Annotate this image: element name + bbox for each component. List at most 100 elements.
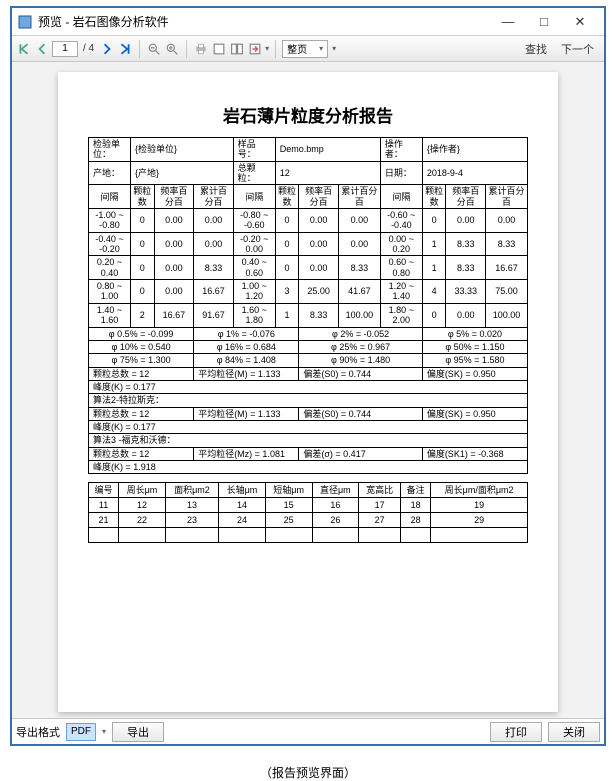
sum-cell: 17 [359,498,401,513]
phi-cell: φ 10% = 0.540 [89,340,194,353]
sum-head-cell: 短轴μm [265,483,312,498]
data-cell: 0.00 [338,209,380,233]
data-cell: 1.20 ~ 1.40 [380,280,422,304]
export-format-label: 导出格式 [16,724,60,740]
stat-cell: 偏差(S0) = 0.744 [299,367,422,380]
phi-cell: φ 84% = 1.408 [194,354,299,367]
sum-cell: 29 [431,513,528,528]
preview-window: 预览 - 岩石图像分析软件 — □ ✕ / 4 ▾ 整页 ▾ ▾ 查找 下一个 [10,6,606,746]
method3-label: 算法3 -福克和沃德： [89,434,528,447]
page-number-input[interactable] [52,41,78,57]
find-link[interactable]: 查找 [519,41,553,57]
zoom-out-icon[interactable] [146,41,162,57]
sum-cell: 12 [119,498,166,513]
data-cell: -0.60 ~ -0.40 [380,209,422,233]
dropdown-arrow-icon[interactable]: ▾ [102,727,106,736]
dropdown-arrow-icon[interactable]: ▾ [265,44,269,53]
close-button[interactable]: 关闭 [548,722,600,742]
col-a: 间隔 [89,185,131,209]
summary-table: 编号周长μm面积μm2长轴μm短轴μm直径μm宽高比备注周长μm/面积μm2 1… [88,482,528,543]
next-page-icon[interactable] [99,41,115,57]
data-cell: 0.00 [194,209,234,233]
export-icon[interactable] [247,41,263,57]
data-cell: 8.33 [338,256,380,280]
sum-cell [312,528,359,543]
data-cell: 0 [130,232,154,256]
hdr-label: 日期： [380,161,422,185]
hdr-val: {检验单位} [130,138,233,162]
export-format-combo[interactable]: PDF [66,723,96,741]
maximize-button[interactable]: □ [526,11,562,33]
stat-cell: 平均粒径(M) = 1.133 [194,367,299,380]
page-layout-icon-a[interactable] [211,41,227,57]
data-cell: 16.67 [194,280,234,304]
col-b: 颗粒数 [275,185,299,209]
data-cell: 0.20 ~ 0.40 [89,256,131,280]
report-title: 岩石薄片粒度分析报告 [88,102,528,127]
window-title: 预览 - 岩石图像分析软件 [38,13,490,30]
data-cell: 2 [130,303,154,327]
data-cell: 4 [422,280,446,304]
col-d: 累计百分百 [194,185,234,209]
zoom-combo[interactable]: 整页 ▾ [282,40,328,58]
phi-cell: φ 25% = 0.967 [299,340,422,353]
data-cell: 33.33 [446,280,486,304]
export-button[interactable]: 导出 [112,722,164,742]
phi-cell: φ 0.5% = -0.099 [89,327,194,340]
data-cell: 0 [422,209,446,233]
stat-cell: 偏差(σ) = 0.417 [299,447,422,460]
col-c: 频率百分百 [154,185,194,209]
hdr-val: 12 [275,161,380,185]
data-cell: 0.00 [446,303,486,327]
data-cell: 100.00 [486,303,528,327]
data-cell: 0 [275,209,299,233]
header-table: 检验单位： {检验单位} 样品号： Demo.bmp 操作者： {操作者} 产地… [88,137,528,474]
sum-cell: 26 [312,513,359,528]
method2-label: 算法2-特拉斯克： [89,394,528,407]
data-cell: 8.33 [299,303,339,327]
phi-cell: φ 2% = -0.052 [299,327,422,340]
sum-head-cell: 编号 [89,483,119,498]
data-cell: 0.00 [154,280,194,304]
prev-page-icon[interactable] [34,41,50,57]
data-cell: 0.60 ~ 0.80 [380,256,422,280]
minimize-button[interactable]: — [490,11,526,33]
data-cell: 0.00 [154,232,194,256]
data-cell: 0.00 [194,232,234,256]
sum-cell [89,528,119,543]
last-page-icon[interactable] [117,41,133,57]
data-cell: 16.67 [154,303,194,327]
sum-cell: 24 [219,513,266,528]
data-cell: 0.00 [299,232,339,256]
print-icon[interactable] [193,41,209,57]
next-link[interactable]: 下一个 [555,41,600,57]
first-page-icon[interactable] [16,41,32,57]
separator [139,40,140,58]
col-c: 频率百分百 [446,185,486,209]
data-cell: 75.00 [486,280,528,304]
sum-cell [265,528,312,543]
col-a: 间隔 [233,185,275,209]
close-window-button[interactable]: ✕ [562,11,598,33]
zoom-in-icon[interactable] [164,41,180,57]
phi-cell: φ 95% = 1.580 [422,354,527,367]
sum-cell [119,528,166,543]
sum-cell: 28 [401,513,431,528]
phi-cell: φ 50% = 1.150 [422,340,527,353]
chevron-down-icon: ▾ [319,44,323,53]
preview-canvas: 岩石薄片粒度分析报告 检验单位： {检验单位} 样品号： Demo.bmp 操作… [12,62,604,718]
sum-head-cell: 周长μm/面积μm2 [431,483,528,498]
sum-head-cell: 直径μm [312,483,359,498]
page-layout-icon-b[interactable] [229,41,245,57]
zoom-combo-label: 整页 [287,41,307,56]
data-cell: 0 [275,256,299,280]
titlebar: 预览 - 岩石图像分析软件 — □ ✕ [12,8,604,36]
sum-cell [431,528,528,543]
data-cell: 1.60 ~ 1.80 [233,303,275,327]
print-button[interactable]: 打印 [490,722,542,742]
hdr-label: 样品号： [233,138,275,162]
hdr-label: 总颗粒： [233,161,275,185]
dropdown-arrow-icon[interactable]: ▾ [332,44,336,53]
hdr-val: 2018-9-4 [422,161,527,185]
page-total: / 4 [83,43,94,54]
